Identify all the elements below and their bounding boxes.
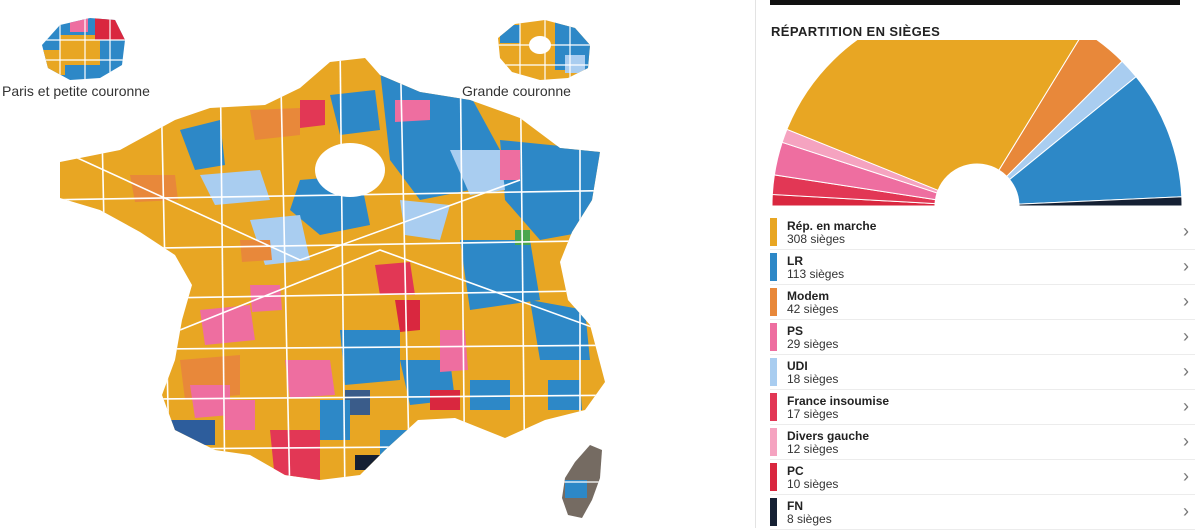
party-row[interactable]: PC 10 sièges › (770, 460, 1195, 495)
party-seats: 12 sièges (787, 442, 839, 456)
chevron-right-icon[interactable]: › (1183, 361, 1189, 381)
party-seats: 18 sièges (787, 372, 839, 386)
chevron-right-icon[interactable]: › (1183, 466, 1189, 486)
grande-couronne-label: Grande couronne (462, 83, 571, 99)
party-name: PC (787, 464, 804, 478)
france-map (42, 18, 605, 518)
party-color-swatch (770, 218, 777, 246)
party-seats: 308 sièges (787, 232, 846, 246)
party-row[interactable]: France insoumise 17 sièges › (770, 390, 1195, 425)
chevron-right-icon[interactable]: › (1183, 221, 1189, 241)
party-color-swatch (770, 393, 777, 421)
party-name: France insoumise (787, 394, 890, 408)
party-color-swatch (770, 358, 777, 386)
chevron-right-icon[interactable]: › (1183, 501, 1189, 521)
party-seats: 113 sièges (787, 267, 845, 281)
party-row[interactable]: FN 8 sièges › (770, 495, 1195, 530)
hemicycle-segment (786, 40, 1080, 191)
party-name: Modem (787, 289, 829, 303)
party-color-swatch (770, 498, 777, 526)
party-row[interactable]: Rép. en marche 308 sièges › (770, 215, 1195, 250)
party-name: Divers gauche (787, 429, 870, 443)
hemicycle-chart (771, 40, 1183, 207)
paris-petite-couronne-label: Paris et petite couronne (2, 83, 150, 99)
hemicycle-segment (1008, 76, 1183, 205)
corse-region (562, 445, 602, 518)
party-name: UDI (787, 359, 808, 373)
party-color-swatch (770, 323, 777, 351)
party-name: LR (787, 254, 803, 268)
chevron-right-icon[interactable]: › (1183, 256, 1189, 276)
panel-title: RÉPARTITION EN SIÈGES (771, 24, 941, 39)
party-seats: 10 sièges (787, 477, 839, 491)
party-row[interactable]: Modem 42 sièges › (770, 285, 1195, 320)
party-name: PS (787, 324, 804, 338)
top-bar (770, 0, 1180, 5)
party-legend: Rép. en marche 308 sièges › LR 113 sièges › Mo… (770, 215, 1195, 530)
party-row[interactable]: UDI 18 sièges › (770, 355, 1195, 390)
chevron-right-icon[interactable]: › (1183, 431, 1189, 451)
party-color-swatch (770, 288, 777, 316)
party-color-swatch (770, 428, 777, 456)
party-row[interactable]: Divers gauche 12 sièges › (770, 425, 1195, 460)
seat-distribution-panel: RÉPARTITION EN SIÈGES Rép. en marche 308 … (755, 0, 1200, 530)
party-row[interactable]: PS 29 sièges › (770, 320, 1195, 355)
chevron-right-icon[interactable]: › (1183, 326, 1189, 346)
grande-couronne-inset (498, 20, 590, 80)
party-seats: 17 sièges (787, 407, 839, 421)
chevron-right-icon[interactable]: › (1183, 396, 1189, 416)
chevron-right-icon[interactable]: › (1183, 291, 1189, 311)
paris-inset (42, 18, 125, 80)
party-color-swatch (770, 253, 777, 281)
party-color-swatch (770, 463, 777, 491)
party-seats: 29 sièges (787, 337, 839, 351)
party-name: Rép. en marche (787, 219, 877, 233)
hemicycle-segment (1018, 196, 1183, 207)
party-seats: 42 sièges (787, 302, 839, 316)
election-map: Paris et petite couronne Grande couronne (2, 18, 605, 518)
party-name: FN (787, 499, 803, 513)
party-row[interactable]: LR 113 sièges › (770, 250, 1195, 285)
party-seats: 8 sièges (787, 512, 832, 526)
panel-divider (755, 0, 756, 528)
mainland-region (60, 58, 605, 480)
